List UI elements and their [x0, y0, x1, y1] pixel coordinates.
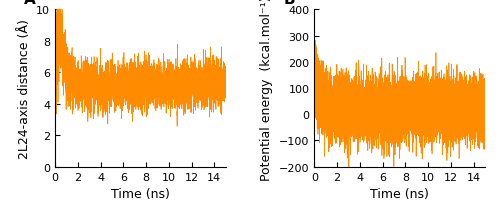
X-axis label: Time (ns): Time (ns): [370, 187, 429, 200]
Y-axis label: 2L24-axis distance (Å): 2L24-axis distance (Å): [18, 19, 30, 158]
X-axis label: Time (ns): Time (ns): [111, 187, 170, 200]
Text: A: A: [24, 0, 36, 7]
Text: B: B: [284, 0, 296, 7]
Y-axis label: Potential energy  (kcal.mol⁻¹): Potential energy (kcal.mol⁻¹): [260, 0, 274, 180]
